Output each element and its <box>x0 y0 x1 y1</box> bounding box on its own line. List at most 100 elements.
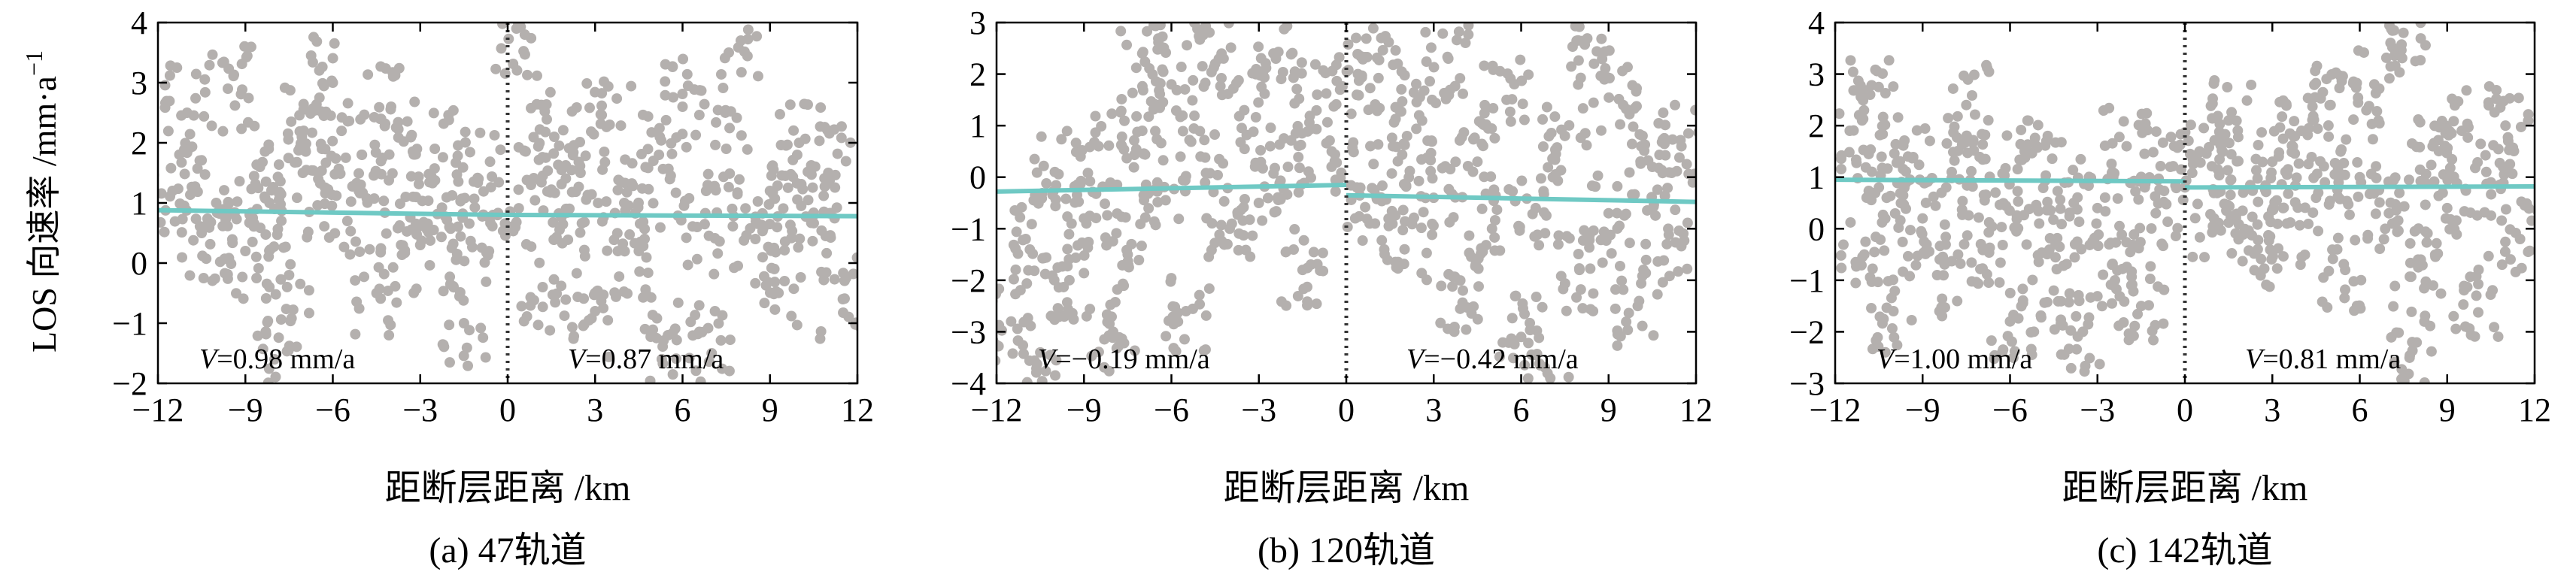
data-point <box>1209 58 1221 69</box>
data-point <box>2092 202 2103 213</box>
density-point <box>803 195 814 206</box>
density-point <box>469 193 480 204</box>
density-point <box>1612 325 1623 336</box>
density-point <box>1552 142 1563 153</box>
density-point <box>1561 305 1572 316</box>
density-point <box>1029 153 1040 165</box>
trend-line-right <box>1346 192 1697 204</box>
density-point <box>578 319 590 330</box>
density-point <box>1161 331 1172 342</box>
density-point <box>1525 325 1536 336</box>
density-point <box>2516 196 2527 207</box>
density-point <box>375 61 387 72</box>
data-point <box>2034 218 2045 229</box>
density-point <box>2283 164 2294 175</box>
density-point <box>1275 175 1286 186</box>
data-point <box>1020 234 1031 244</box>
density-point <box>1491 204 1503 216</box>
density-point <box>2433 190 2444 201</box>
density-point <box>1585 263 1596 274</box>
density-point <box>2313 225 2324 237</box>
density-point <box>1620 208 1631 219</box>
density-point <box>1519 114 1530 126</box>
density-point <box>712 248 724 259</box>
density-point <box>1479 107 1490 119</box>
density-point <box>438 286 449 297</box>
density-point <box>1869 247 1880 258</box>
density-point <box>1510 290 1522 301</box>
data-point <box>2311 192 2322 204</box>
density-point <box>238 293 249 304</box>
density-point <box>818 190 830 201</box>
density-point <box>1050 201 1061 212</box>
density-point <box>1435 317 1446 328</box>
density-point <box>1586 180 1597 192</box>
density-point <box>2104 102 2115 113</box>
density-point <box>177 252 188 263</box>
density-point <box>814 135 825 147</box>
density-point <box>429 174 441 186</box>
x-tick-label: 12 <box>841 392 874 428</box>
density-point <box>1895 156 1906 167</box>
density-point <box>1235 204 1246 216</box>
density-point <box>1682 263 1693 274</box>
density-point <box>1293 186 1304 198</box>
density-point <box>2367 134 2378 145</box>
density-point <box>1295 139 1306 150</box>
data-point <box>511 23 522 34</box>
density-point <box>1516 175 1528 186</box>
density-point <box>1189 110 1200 122</box>
density-point <box>1449 80 1461 92</box>
density-point <box>1425 42 1437 53</box>
data-point <box>526 180 536 190</box>
density-point <box>378 195 390 207</box>
density-point <box>2479 207 2490 218</box>
density-point <box>1980 153 1991 165</box>
density-point <box>526 241 537 253</box>
density-point <box>2426 346 2437 357</box>
data-point <box>2441 202 2453 213</box>
density-point <box>207 49 218 60</box>
data-point <box>1388 141 1398 152</box>
density-point <box>2430 251 2441 262</box>
density-point <box>1618 284 1629 295</box>
density-point <box>1998 344 2009 356</box>
density-point <box>2107 298 2118 309</box>
density-point <box>599 76 610 87</box>
density-point <box>229 100 241 111</box>
data-point <box>1874 182 1885 193</box>
density-point <box>1010 264 1021 275</box>
density-point <box>2389 356 2400 368</box>
density-point <box>724 365 735 377</box>
density-point <box>2464 323 2475 334</box>
density-point <box>162 126 174 137</box>
density-point <box>2448 171 2459 183</box>
density-point <box>1898 266 1909 277</box>
density-point <box>1200 177 1211 188</box>
density-point <box>2004 205 2015 216</box>
density-point <box>1659 190 1670 201</box>
density-point <box>270 289 281 300</box>
density-point <box>1637 320 1648 331</box>
velocity-label-left: V=1.00 mm/a <box>1877 343 2032 375</box>
y-axis-title-superscript: −1 <box>20 50 47 76</box>
density-point <box>2226 149 2237 160</box>
density-point <box>1321 88 1332 99</box>
density-point <box>2380 223 2391 235</box>
density-point <box>677 129 688 140</box>
density-point <box>718 171 730 183</box>
density-point <box>1952 110 1963 122</box>
density-point <box>2225 174 2236 186</box>
density-point <box>1225 42 1236 53</box>
density-point <box>2084 353 2095 364</box>
density-point <box>1296 68 1307 79</box>
density-point <box>1101 309 1112 320</box>
trend-line-right <box>2184 184 2535 190</box>
density-point <box>457 162 469 173</box>
density-point <box>713 318 724 329</box>
density-point <box>548 148 560 159</box>
density-point <box>541 99 552 110</box>
density-point <box>299 144 311 156</box>
density-point <box>1152 196 1164 207</box>
density-point <box>2341 134 2352 145</box>
